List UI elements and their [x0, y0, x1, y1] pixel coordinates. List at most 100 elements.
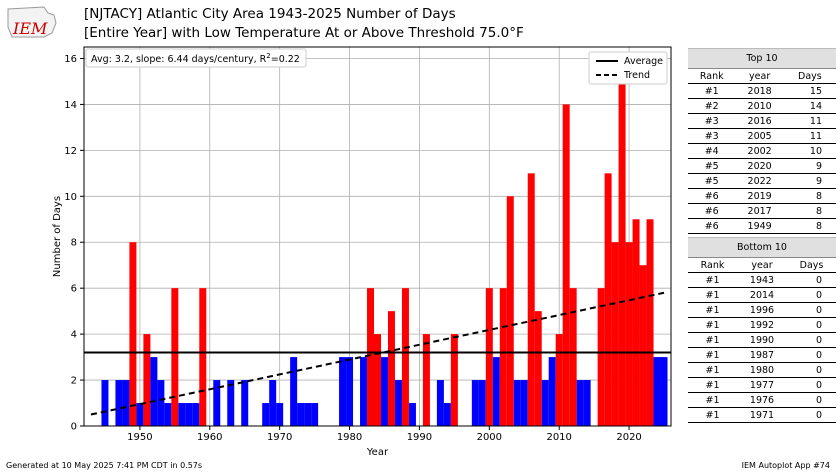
bottom10-row: #1 1987 0 [688, 347, 836, 363]
bar-1975 [311, 403, 319, 426]
top10-row: #4 2002 10 [688, 143, 836, 159]
bar-1950 [136, 403, 144, 426]
bar-2017 [604, 173, 612, 426]
bar-2011 [562, 104, 570, 426]
bottom10-table: Bottom 10 Rank year Days #1 1943 0 #1 2014 0 #… [688, 237, 836, 423]
bottom10-cell: 0 [787, 407, 836, 423]
bottom10-cell: 2014 [737, 287, 787, 303]
bottom10-cell: #1 [688, 347, 738, 363]
bar-1984 [374, 334, 381, 426]
top10-cell: 2019 [735, 188, 784, 204]
bar-2014 [583, 380, 591, 426]
bar-1970 [276, 403, 284, 426]
top10-cell: 10 [783, 143, 836, 159]
top10-cell: #3 [688, 113, 736, 129]
y-tick-label: 16 [64, 54, 77, 65]
bottom10-cell: #1 [688, 362, 738, 378]
top10-row: #3 2016 11 [688, 113, 836, 129]
top10-table: Top 10 Rank year Days #1 2018 15 #2 2010 14 #3… [688, 48, 836, 234]
bar-1959 [199, 288, 207, 426]
bottom10-cell: #1 [688, 377, 738, 393]
axis-ticks: 1950 1960 1970 1980 1990 2000 2010 2020 0 2 4 6 8 10 1… [64, 54, 642, 443]
top10-cell: 11 [783, 113, 836, 129]
bar-1965 [241, 380, 249, 426]
top10-cell: 2005 [735, 128, 784, 144]
bar-1963 [227, 380, 235, 426]
bar-2023 [646, 219, 654, 426]
bar-1973 [297, 403, 305, 426]
bar-1999 [478, 380, 486, 426]
bottom10-cell: 0 [787, 332, 836, 348]
x-tick-label: 1980 [337, 432, 362, 443]
annotation-suffix: =0.22 [271, 54, 300, 65]
top10-cell: 8 [783, 218, 836, 234]
bar-1961 [213, 380, 221, 426]
bottom10-row: #1 1977 0 [688, 377, 836, 393]
bar-2009 [548, 357, 556, 426]
x-tick-label: 1990 [407, 432, 432, 443]
top10-cell: #6 [688, 203, 736, 219]
top10-row: #2 2010 14 [688, 98, 836, 114]
bar-1998 [471, 380, 479, 426]
top10-cell: 8 [783, 203, 836, 219]
top10-row: #1 2018 15 [688, 83, 836, 99]
bar-1955 [171, 288, 179, 426]
x-tick-label: 2000 [477, 432, 502, 443]
bottom10-cell: 1971 [737, 407, 787, 423]
top10-cell: 1949 [735, 218, 784, 234]
col-year: year [735, 68, 784, 84]
top10-cell: 2018 [735, 83, 784, 99]
x-tick-label: 1960 [197, 432, 222, 443]
y-tick-label: 12 [64, 146, 77, 157]
top10-cell: 15 [783, 83, 836, 99]
top10-cell: 2016 [735, 113, 784, 129]
bar-1983 [367, 288, 375, 426]
trend-line [90, 291, 665, 416]
bottom10-cell: #1 [688, 407, 738, 423]
bar-1951 [143, 334, 151, 426]
bottom10-cell: #1 [688, 302, 738, 318]
top10-cell: 9 [783, 158, 836, 174]
top10-cell: #6 [688, 218, 736, 234]
top10-cell: #6 [688, 188, 736, 204]
bottom10-row: #1 1990 0 [688, 332, 836, 348]
bottom10-cell: 0 [787, 287, 836, 303]
bar-1949 [129, 242, 137, 426]
bar-1993 [436, 380, 444, 426]
bar-1989 [408, 403, 416, 426]
x-tick-label: 2020 [616, 432, 641, 443]
annotation-prefix: Avg: 3.2, slope: 6.44 days/century, R [91, 54, 267, 65]
bar-2016 [597, 288, 605, 426]
bar-1986 [387, 311, 395, 426]
y-tick-label: 8 [71, 238, 77, 249]
bar-2018 [611, 242, 619, 426]
bar-1958 [192, 403, 200, 426]
bar-2008 [541, 380, 549, 426]
bar-2012 [569, 288, 577, 426]
bottom10-cell: 1977 [737, 377, 787, 393]
svg-text:Avg: 3.2, slope: 6.44 days/cen: Avg: 3.2, slope: 6.44 days/century, R2=0… [91, 52, 300, 65]
footer-app: IEM Autoplot App #74 [741, 461, 830, 470]
y-tick-label: 14 [64, 100, 77, 111]
col-days: Days [783, 68, 836, 84]
top10-cell: 2020 [735, 158, 784, 174]
bar-1988 [401, 288, 409, 426]
bottom10-title: Bottom 10 [688, 237, 836, 258]
bottom10-cell: 1976 [737, 392, 787, 408]
bottom10-row: #1 2014 0 [688, 287, 836, 303]
bar-2025 [660, 357, 668, 426]
bar-2001 [492, 357, 500, 426]
bottom10-cell: 0 [787, 392, 836, 408]
bar-1979 [339, 357, 347, 426]
bar-1947 [115, 380, 123, 426]
bottom10-cell: #1 [688, 287, 738, 303]
top10-cell: #1 [688, 83, 736, 99]
bottom10-cell: 0 [787, 272, 836, 288]
bottom10-cell: 0 [787, 377, 836, 393]
x-tick-label: 1970 [267, 432, 292, 443]
bar-2010 [555, 334, 563, 426]
legend: Average Trend [588, 51, 668, 85]
stats-annotation: Avg: 3.2, slope: 6.44 days/century, R2=0… [85, 48, 307, 68]
top10-cell: 2017 [735, 203, 784, 219]
bottom10-cell: 0 [787, 362, 836, 378]
